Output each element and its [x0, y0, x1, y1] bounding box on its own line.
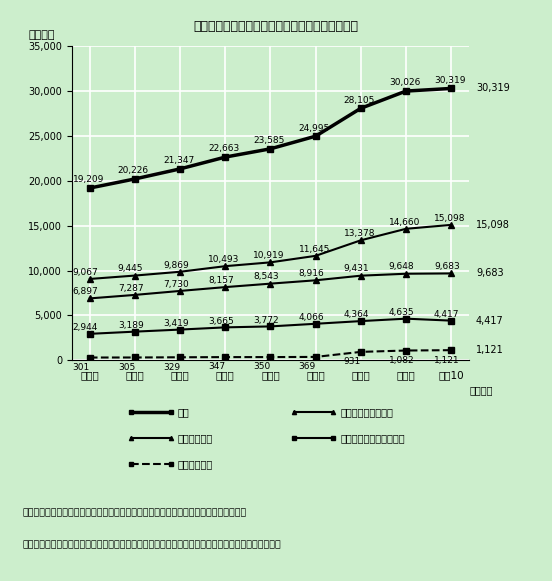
Text: （年度）: （年度） — [469, 385, 493, 395]
Text: 9,648: 9,648 — [389, 263, 415, 271]
Text: 国立試験研究機関等経費: 国立試験研究機関等経費 — [340, 433, 405, 443]
Text: 国立大学経費: 国立大学経費 — [178, 433, 213, 443]
Text: 1,082: 1,082 — [389, 356, 415, 365]
Text: 注）　１．助成費・政府出資金は、補助金のほか、委託費、出資金、分担金等を含む。: 注） １．助成費・政府出資金は、補助金のほか、委託費、出資金、分担金等を含む。 — [22, 508, 246, 517]
Text: 7,730: 7,730 — [163, 279, 189, 289]
Text: 8,157: 8,157 — [208, 276, 234, 285]
Text: （億円）: （億円） — [28, 30, 55, 40]
Text: 350: 350 — [253, 363, 270, 371]
Text: 9,431: 9,431 — [344, 264, 369, 274]
Text: 301: 301 — [73, 363, 90, 372]
Text: 23,585: 23,585 — [253, 136, 285, 145]
Text: 9,067: 9,067 — [73, 268, 98, 277]
Text: 4,417: 4,417 — [434, 310, 459, 319]
Text: 4,364: 4,364 — [344, 310, 369, 320]
Text: 9,683: 9,683 — [434, 262, 460, 271]
Text: 4,066: 4,066 — [299, 313, 324, 322]
Text: 347: 347 — [208, 363, 225, 371]
Text: 8,916: 8,916 — [299, 269, 324, 278]
Text: 行政費その他: 行政費その他 — [178, 459, 213, 469]
Text: 931: 931 — [344, 357, 361, 366]
Text: 15,098: 15,098 — [434, 214, 465, 223]
Text: 総額: 総額 — [178, 407, 189, 417]
Text: 22,663: 22,663 — [208, 145, 240, 153]
Text: 28,105: 28,105 — [344, 96, 375, 105]
Text: 15,098: 15,098 — [476, 220, 510, 230]
Text: 3,419: 3,419 — [163, 319, 189, 328]
Text: 305: 305 — [118, 363, 135, 372]
Text: 19,209: 19,209 — [73, 175, 104, 184]
Text: 第３－１－４図　科学技術関係経費の項目別推移: 第３－１－４図 科学技術関係経費の項目別推移 — [194, 20, 358, 33]
Text: 30,319: 30,319 — [476, 84, 509, 94]
Text: 7,287: 7,287 — [118, 284, 144, 293]
Text: 1,121: 1,121 — [434, 356, 460, 364]
Text: 3,665: 3,665 — [208, 317, 234, 325]
Text: 10,493: 10,493 — [208, 255, 240, 264]
Text: 329: 329 — [163, 363, 180, 372]
Text: 11,645: 11,645 — [299, 245, 330, 253]
Text: 13,378: 13,378 — [344, 229, 375, 238]
Text: 3,772: 3,772 — [253, 315, 279, 325]
Text: 30,026: 30,026 — [389, 78, 420, 88]
Text: 6,897: 6,897 — [73, 287, 98, 296]
Text: 4,635: 4,635 — [389, 308, 415, 317]
Text: 1,121: 1,121 — [476, 345, 504, 355]
Text: 10,919: 10,919 — [253, 251, 285, 260]
Text: 2,944: 2,944 — [73, 323, 98, 332]
Text: 24,995: 24,995 — [299, 124, 330, 132]
Text: 3,189: 3,189 — [118, 321, 144, 330]
Text: 9,683: 9,683 — [476, 268, 503, 278]
Text: ２．科学技術基本計画の策定を踏まえ、平成８年度以降、対象経費の範囲が見直されている。: ２．科学技術基本計画の策定を踏まえ、平成８年度以降、対象経費の範囲が見直されてい… — [22, 540, 281, 549]
Text: 4,417: 4,417 — [476, 315, 504, 325]
Text: 9,445: 9,445 — [118, 264, 144, 273]
Text: 20,226: 20,226 — [118, 166, 149, 175]
Text: 369: 369 — [299, 363, 316, 371]
Text: 8,543: 8,543 — [253, 272, 279, 281]
Text: 助成費・政府出資金: 助成費・政府出資金 — [340, 407, 393, 417]
Text: 14,660: 14,660 — [389, 217, 420, 227]
Text: 9,869: 9,869 — [163, 260, 189, 270]
Text: 30,319: 30,319 — [434, 76, 465, 85]
Text: 21,347: 21,347 — [163, 156, 194, 165]
